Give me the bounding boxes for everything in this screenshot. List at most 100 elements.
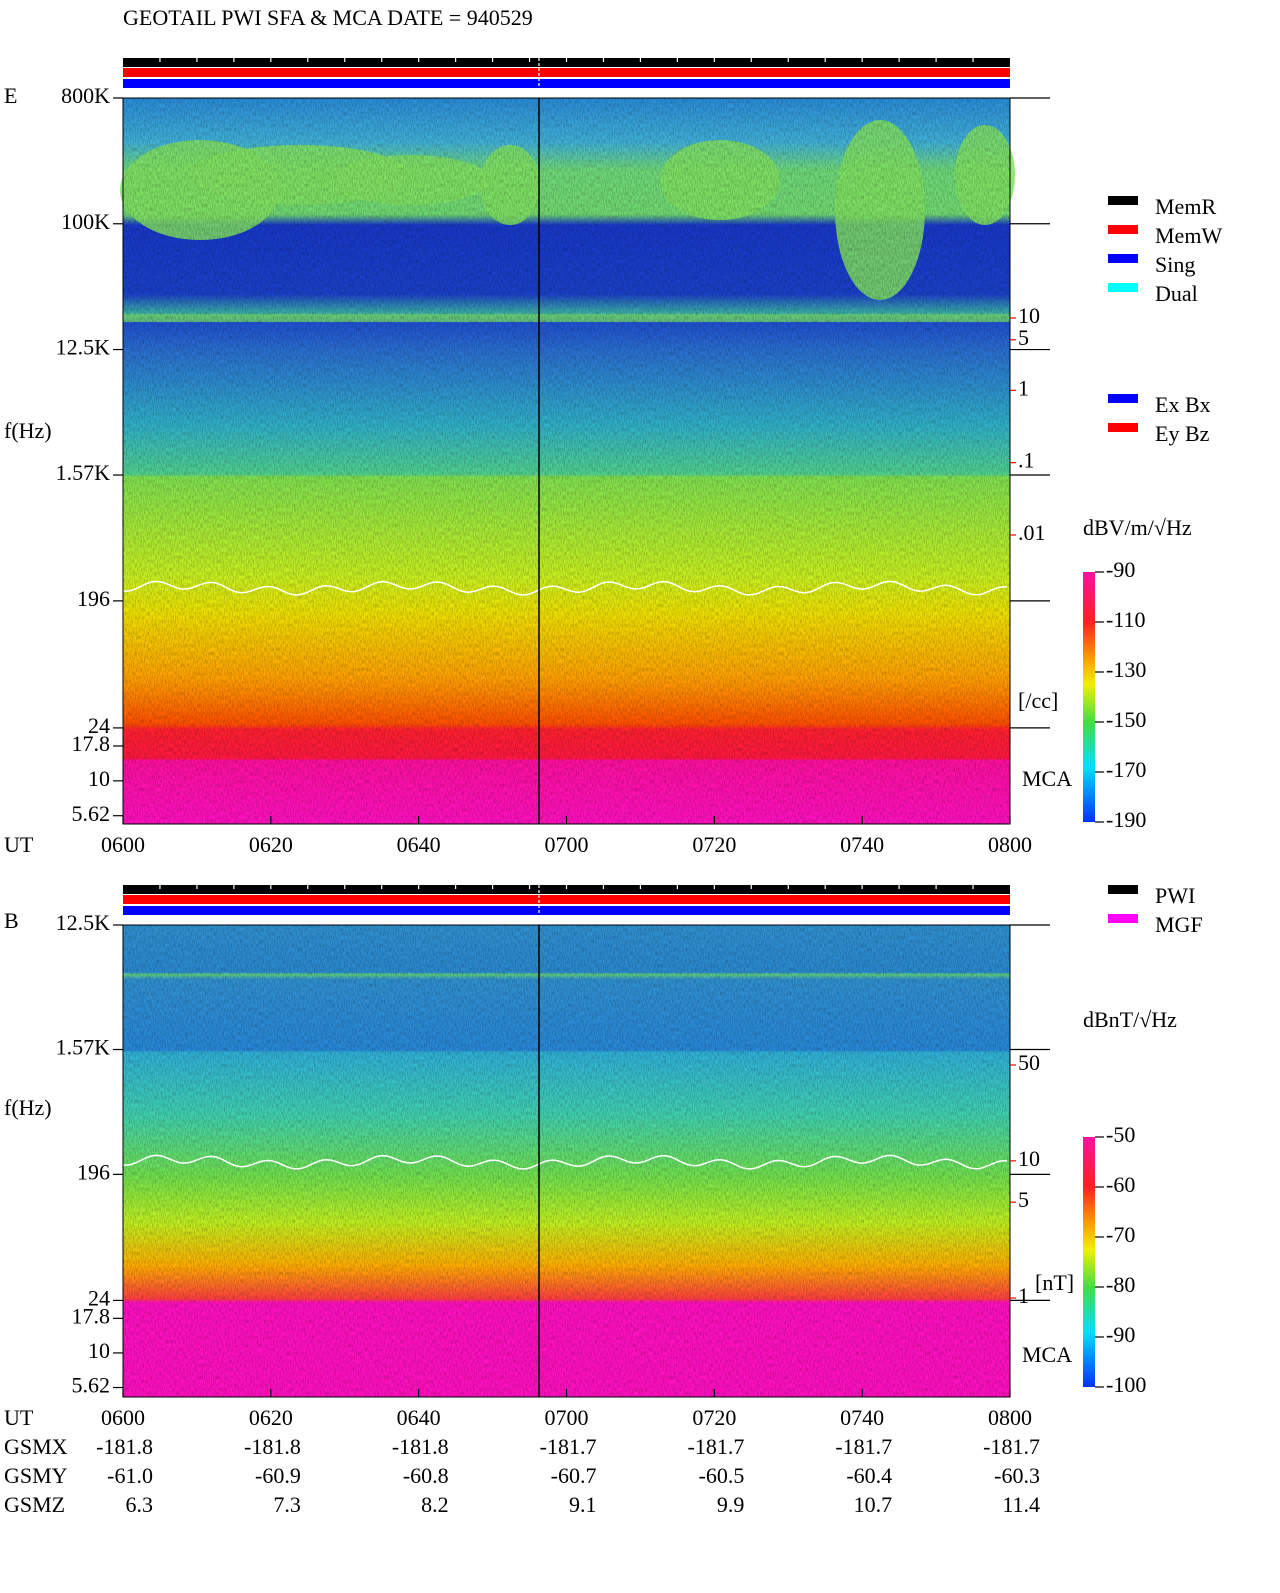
colorbar (1083, 1137, 1095, 1387)
ephemeris-value: 11.4 (1002, 1492, 1040, 1517)
ephemeris-value: 7.3 (273, 1492, 301, 1517)
y-tick-label: 196 (77, 586, 110, 611)
x-tick-label: 0600 (101, 832, 145, 857)
ephemeris-value: 8.2 (421, 1492, 449, 1517)
ephemeris-value: 10.7 (854, 1492, 893, 1517)
legend-swatch (1108, 394, 1138, 403)
colorbar-tick-label: -80 (1106, 1272, 1135, 1297)
colorbar-tick-label: -70 (1106, 1222, 1135, 1247)
ephemeris-value: -181.7 (540, 1434, 597, 1459)
legend-label: Ex Bx (1155, 392, 1211, 417)
status-bar (123, 885, 1010, 894)
colorbar-tick-label: -110 (1106, 607, 1146, 632)
ephemeris-value: -181.8 (244, 1434, 301, 1459)
legend-label: Ey Bz (1155, 421, 1210, 446)
channel-label: MCA (1022, 1342, 1072, 1367)
colorbar-tick-label: -170 (1106, 757, 1146, 782)
x-tick-label: 0640 (397, 832, 441, 857)
legend-label: MemR (1155, 194, 1216, 219)
y-axis-label: f(Hz) (4, 1095, 52, 1120)
y2-tick-label: 5 (1018, 325, 1029, 350)
ephemeris-label: GSMX (4, 1434, 68, 1459)
ephemeris-value: -60.9 (255, 1463, 301, 1488)
density-trace (122, 1154, 1008, 1170)
x-tick-label: 0720 (692, 1405, 736, 1430)
x-axis-label: UT (4, 1405, 34, 1430)
ephemeris-value: -60.4 (846, 1463, 892, 1488)
legend-label: PWI (1155, 883, 1195, 908)
y2-tick-label: 1 (1018, 1283, 1029, 1308)
x-tick-label: 0620 (249, 1405, 293, 1430)
y2-tick-label: 1 (1018, 375, 1029, 400)
y-tick-label: 24 (88, 1285, 110, 1310)
legend-label: MGF (1155, 912, 1203, 937)
ephemeris-value: -60.7 (551, 1463, 597, 1488)
x-tick-label: 0600 (101, 1405, 145, 1430)
status-bar (123, 906, 1010, 915)
x-tick-label: 0740 (840, 832, 884, 857)
panel-label: E (4, 83, 17, 108)
legend-swatch (1108, 254, 1138, 263)
y-tick-label: 196 (77, 1159, 110, 1184)
y-tick-label: 17.8 (72, 1303, 111, 1328)
y2-tick-label: 5 (1018, 1187, 1029, 1212)
ephemeris-value: -60.5 (699, 1463, 745, 1488)
x-tick-label: 0640 (397, 1405, 441, 1430)
colorbar-tick-label: -50 (1106, 1122, 1135, 1147)
y-tick-label: 24 (88, 713, 110, 738)
x-tick-label: 0700 (545, 1405, 589, 1430)
colorbar-tick-label: -60 (1106, 1172, 1135, 1197)
y2-tick-label: 10 (1018, 303, 1040, 328)
colorbar-tick-label: -130 (1106, 657, 1146, 682)
colorbar (1083, 572, 1095, 822)
x-tick-label: 0720 (692, 832, 736, 857)
status-bar (123, 895, 1010, 904)
legend-label: MemW (1155, 223, 1222, 248)
colorbar-tick-label: -90 (1106, 1322, 1135, 1347)
ephemeris-value: -181.7 (835, 1434, 892, 1459)
x-tick-label: 0800 (988, 1405, 1032, 1430)
x-axis-label: UT (4, 832, 34, 857)
y-tick-label: 800K (61, 83, 110, 108)
ephemeris-value: 9.9 (717, 1492, 745, 1517)
status-bar (123, 58, 1010, 67)
ephemeris-value: -60.8 (403, 1463, 449, 1488)
colorbar-tick-label: -100 (1106, 1372, 1146, 1397)
legend-swatch (1108, 225, 1138, 234)
y-axis-label: f(Hz) (4, 418, 52, 443)
x-tick-label: 0800 (988, 832, 1032, 857)
colorbar-tick-label: -190 (1106, 807, 1146, 832)
y-tick-label: 1.57K (56, 1035, 111, 1060)
panel-label: B (4, 908, 19, 933)
legend-label: Sing (1155, 252, 1195, 277)
colorbar-label: dBV/m/√Hz (1083, 515, 1192, 540)
y-tick-label: 5.62 (72, 801, 111, 826)
y-tick-label: 10 (88, 766, 110, 791)
y-tick-label: 1.57K (56, 460, 111, 485)
status-bar (123, 68, 1010, 77)
x-tick-label: 0700 (545, 832, 589, 857)
status-bar (123, 79, 1010, 88)
ephemeris-value: -61.0 (107, 1463, 153, 1488)
ephemeris-value: -181.7 (688, 1434, 745, 1459)
title: GEOTAIL PWI SFA & MCA DATE = 940529 (123, 5, 533, 30)
colorbar-label: dBnT/√Hz (1083, 1007, 1177, 1032)
ephemeris-value: 9.1 (569, 1492, 597, 1517)
legend-label: Dual (1155, 281, 1198, 306)
ephemeris-value: -181.8 (392, 1434, 449, 1459)
y-tick-label: 5.62 (72, 1373, 111, 1398)
legend-swatch (1108, 423, 1138, 432)
x-tick-label: 0620 (249, 832, 293, 857)
ephemeris-value: 6.3 (126, 1492, 154, 1517)
spectrogram-texture (123, 98, 1010, 824)
ephemeris-label: GSMY (4, 1463, 68, 1488)
y-tick-label: 100K (61, 209, 110, 234)
legend-swatch (1108, 914, 1138, 923)
density-trace (122, 580, 1008, 596)
y-tick-label: 10 (88, 1338, 110, 1363)
y2-tick-label: .1 (1018, 448, 1035, 473)
colorbar-tick-label: -150 (1106, 707, 1146, 732)
x-tick-label: 0740 (840, 1405, 884, 1430)
y2-tick-label: 10 (1018, 1146, 1040, 1171)
